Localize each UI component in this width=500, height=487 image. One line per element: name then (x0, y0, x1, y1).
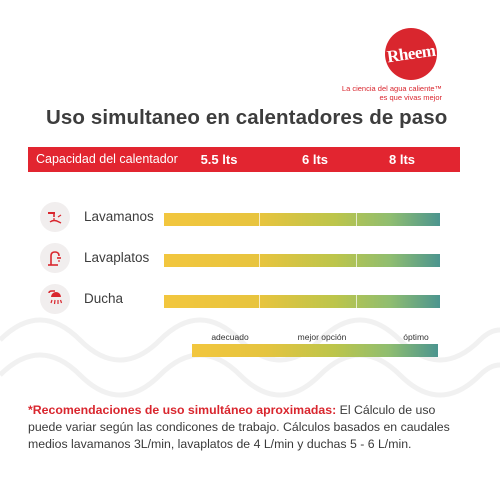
scale-label-adecuado: adecuado (211, 332, 249, 342)
bar-divider (259, 295, 260, 308)
use-label-lavaplatos: Lavaplatos (84, 250, 150, 265)
scale-label-mejor-opcion: mejor opción (297, 332, 347, 342)
bar-divider (259, 254, 260, 267)
shower-icon (40, 284, 70, 314)
bar-divider (356, 213, 357, 226)
rheem-logo: Rheem (385, 28, 437, 80)
use-row-lavamanos: Lavamanos (40, 202, 460, 234)
tagline-line-1: La ciencia del agua caliente™ (341, 84, 442, 93)
tagline-line-2: es que vivas mejor (379, 93, 442, 102)
page-title: Uso simultaneo en calentadores de paso (46, 106, 448, 129)
capacity-header-bar: Capacidad del calentador 5.5 lts 6 lts 8… (28, 147, 460, 172)
capacity-size-6: 6 lts (301, 152, 329, 167)
background-watermark (0, 317, 500, 398)
use-label-lavamanos: Lavamanos (84, 209, 154, 224)
capacity-size-8: 8 lts (388, 152, 416, 167)
footnote-heading: *Recomendaciones de uso simultáneo aprox… (28, 403, 337, 417)
bar-divider (356, 295, 357, 308)
footnote: *Recomendaciones de uso simultáneo aprox… (28, 402, 468, 453)
usage-bar-lavaplatos (164, 254, 440, 267)
capacity-size-5-5: 5.5 lts (200, 152, 238, 167)
scale-label-optimo: óptimo (403, 332, 429, 342)
bar-divider (356, 254, 357, 267)
use-label-ducha: Ducha (84, 291, 124, 306)
usage-bar-ducha (164, 295, 440, 308)
use-row-lavaplatos: Lavaplatos (40, 243, 460, 275)
footnote-text: El Cálculo de uso puede variar según las… (28, 403, 450, 451)
use-row-ducha: Ducha (40, 284, 460, 316)
kitchen-faucet-icon (40, 243, 70, 273)
capacity-label: Capacidad del calentador (36, 152, 178, 166)
scale-gradient-bar (192, 344, 438, 357)
faucet-handwash-icon (40, 202, 70, 232)
usage-bar-lavamanos (164, 213, 440, 226)
brand-tagline: La ciencia del agua caliente™ es que viv… (342, 84, 442, 102)
bar-divider (259, 213, 260, 226)
brand-name: Rheem (385, 40, 437, 67)
